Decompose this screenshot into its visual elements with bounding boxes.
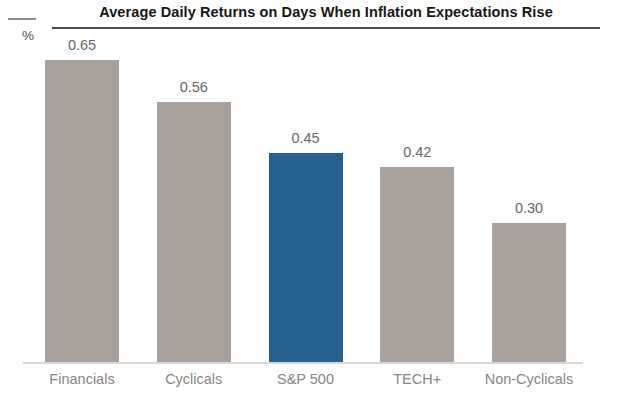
- bar-value-label-s-p-500: 0.45: [291, 130, 319, 146]
- bar-cyclicals: 0.56: [157, 102, 231, 362]
- top-left-tick-line: [8, 18, 36, 20]
- category-label-s-p-500: S&P 500: [269, 371, 343, 387]
- category-label-non-cyclicals: Non-Cyclicals: [492, 371, 566, 387]
- bar-value-label-cyclicals: 0.56: [180, 79, 208, 95]
- title-underline: [52, 27, 600, 29]
- chart-title: Average Daily Returns on Days When Infla…: [52, 4, 600, 20]
- bar-financials: 0.65: [45, 60, 119, 362]
- bar-value-label-financials: 0.65: [68, 37, 96, 53]
- bar-value-label-non-cyclicals: 0.30: [515, 200, 543, 216]
- x-axis-line: [23, 362, 583, 364]
- bar-value-label-tech: 0.42: [403, 144, 431, 160]
- category-label-financials: Financials: [45, 371, 119, 387]
- bar-s-p-500: 0.45: [269, 153, 343, 362]
- category-labels-row: Financials Cyclicals S&P 500 TECH+ Non-Cycli…: [45, 371, 566, 387]
- y-axis-unit-label: %: [14, 28, 42, 43]
- bar-tech: 0.42: [380, 167, 454, 362]
- category-label-cyclicals: Cyclicals: [157, 371, 231, 387]
- bar-chart: Average Daily Returns on Days When Infla…: [0, 0, 640, 400]
- category-label-tech: TECH+: [380, 371, 454, 387]
- bar-non-cyclicals: 0.30: [492, 223, 566, 362]
- bars-row: 0.65 0.56 0.45 0.42 0.30: [45, 60, 566, 362]
